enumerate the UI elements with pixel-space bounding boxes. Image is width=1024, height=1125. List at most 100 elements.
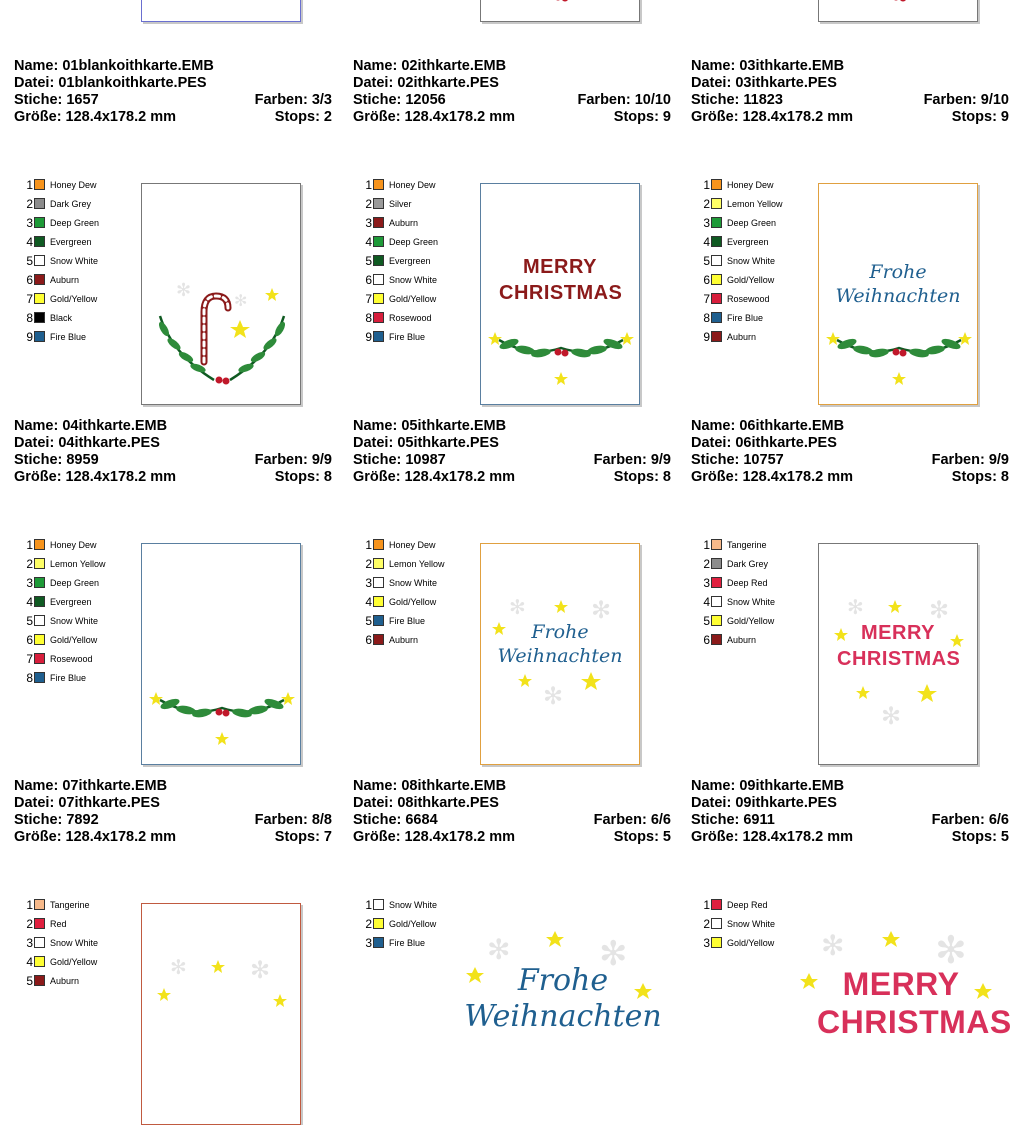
palette-item: 8 Rosewood xyxy=(359,308,479,327)
design-info-02: Name: 02ithkarte.EMB Datei: 02ithkarte.P… xyxy=(353,58,671,126)
design-size: Größe: 128.4x178.2 mm xyxy=(691,469,854,485)
palette-item: 2 Dark Grey xyxy=(20,194,140,213)
color-swatch xyxy=(711,274,722,285)
palette-item: 5 Auburn xyxy=(20,971,140,990)
design-size: Größe: 128.4x178.2 mm xyxy=(14,109,177,125)
color-swatch xyxy=(711,539,722,550)
palette-color-name: Dark Grey xyxy=(727,558,769,569)
color-swatch xyxy=(711,596,722,607)
color-swatch xyxy=(373,312,384,323)
palette-number: 7 xyxy=(26,291,33,306)
palette-color-name: Honey Dew xyxy=(727,179,774,190)
design-colors: Farben: 6/6 xyxy=(931,812,1009,828)
svg-text:✻: ✻ xyxy=(176,280,191,301)
palette-number: 3 xyxy=(703,935,710,950)
palette-item: 2 Dark Grey xyxy=(697,554,817,573)
design-stops: Stops: 8 xyxy=(613,469,671,485)
palette-color-name: Honey Dew xyxy=(50,539,97,550)
palette-item: 5 Evergreen xyxy=(359,251,479,270)
svg-text:✻: ✻ xyxy=(599,934,628,974)
palette-number: 5 xyxy=(365,253,372,268)
design-info-06: Name: 06ithkarte.EMB Datei: 06ithkarte.P… xyxy=(691,418,1009,486)
design-size: Größe: 128.4x178.2 mm xyxy=(353,469,516,485)
palette-item: 8 Black xyxy=(20,308,140,327)
color-swatch xyxy=(373,937,384,948)
color-swatch xyxy=(34,672,45,683)
color-swatch xyxy=(34,596,45,607)
palette-number: 3 xyxy=(365,215,372,230)
palette-color-name: Auburn xyxy=(727,634,757,645)
svg-text:✻: ✻ xyxy=(821,929,844,962)
color-swatch xyxy=(34,236,45,247)
palette-color-name: Rosewood xyxy=(389,312,432,323)
palette-item: 3 Auburn xyxy=(359,213,479,232)
card-preview-11: ✻ ✻ Frohe Weihnachten xyxy=(453,903,673,1125)
palette-item: 7 Rosewood xyxy=(20,649,140,668)
color-swatch xyxy=(34,217,45,228)
palette-number: 5 xyxy=(26,973,33,988)
palette-number: 8 xyxy=(365,310,372,325)
palette-item: 3 Deep Green xyxy=(20,213,140,232)
color-swatch xyxy=(373,179,384,190)
palette-color-name: Red xyxy=(50,918,67,929)
palette-number: 3 xyxy=(365,935,372,950)
palette-item: 6 Auburn xyxy=(697,630,817,649)
color-swatch xyxy=(373,255,384,266)
palette-item: 3 Snow White xyxy=(20,933,140,952)
palette-number: 7 xyxy=(703,291,710,306)
color-palette: 1 Tangerine 2 Red 3 Snow White 4 Gold/Yellow 5 Au… xyxy=(20,895,140,990)
design-file: Datei: 03ithkarte.PES xyxy=(691,75,837,91)
svg-text:✻: ✻ xyxy=(250,956,270,984)
svg-text:✻: ✻ xyxy=(929,596,949,624)
design-info-07: Name: 07ithkarte.EMB Datei: 07ithkarte.P… xyxy=(14,778,332,846)
palette-number: 4 xyxy=(26,954,33,969)
palette-item: 4 Gold/Yellow xyxy=(20,952,140,971)
palette-color-name: Evergreen xyxy=(389,255,431,266)
palette-color-name: Gold/Yellow xyxy=(389,293,437,304)
palette-number: 3 xyxy=(365,575,372,590)
color-swatch xyxy=(373,577,384,588)
color-swatch xyxy=(711,558,722,569)
color-swatch xyxy=(373,293,384,304)
palette-color-name: Snow White xyxy=(50,937,99,948)
palette-item: 5 Gold/Yellow xyxy=(697,611,817,630)
palette-color-name: Snow White xyxy=(727,918,776,929)
palette-item: 6 Gold/Yellow xyxy=(20,630,140,649)
design-stops: Stops: 9 xyxy=(951,109,1009,125)
palette-number: 1 xyxy=(365,537,372,552)
color-palette: 1 Snow White 2 Gold/Yellow 3 Fire Blue xyxy=(359,895,479,952)
color-swatch xyxy=(34,615,45,626)
color-swatch xyxy=(34,975,45,986)
color-palette: 1 Honey Dew 2 Silver 3 Auburn 4 Deep Green 5 Ever… xyxy=(359,175,479,346)
design-stitches: Stiche: 12056 xyxy=(353,92,446,108)
garland-icon xyxy=(488,332,634,385)
color-swatch xyxy=(34,331,45,342)
palette-color-name: Gold/Yellow xyxy=(50,634,98,645)
palette-color-name: Snow White xyxy=(727,596,776,607)
color-swatch xyxy=(34,577,45,588)
palette-number: 2 xyxy=(365,556,372,571)
palette-item: 3 Deep Red xyxy=(697,573,817,592)
palette-item: 2 Snow White xyxy=(697,914,817,933)
palette-item: 9 Auburn xyxy=(697,327,817,346)
design-file: Datei: 09ithkarte.PES xyxy=(691,795,837,811)
palette-color-name: Black xyxy=(50,312,73,323)
palette-number: 6 xyxy=(26,272,33,287)
color-swatch xyxy=(711,899,722,910)
design-colors: Farben: 8/8 xyxy=(254,812,332,828)
palette-number: 2 xyxy=(703,556,710,571)
design-colors: Farben: 9/9 xyxy=(931,452,1009,468)
palette-number: 1 xyxy=(26,177,33,192)
design-stops: Stops: 5 xyxy=(613,829,671,845)
palette-color-name: Fire Blue xyxy=(50,672,87,683)
card-preview-01 xyxy=(141,0,301,22)
card-preview-04: ✻ ✻ xyxy=(141,183,301,405)
card-preview-05: MERRY CHRISTMAS xyxy=(480,183,640,405)
color-swatch xyxy=(711,255,722,266)
design-stops: Stops: 2 xyxy=(274,109,332,125)
color-swatch xyxy=(373,558,384,569)
palette-item: 9 Fire Blue xyxy=(359,327,479,346)
palette-number: 6 xyxy=(703,272,710,287)
palette-number: 8 xyxy=(26,310,33,325)
color-palette: 1 Honey Dew 2 Dark Grey 3 Deep Green 4 Evergree… xyxy=(20,175,140,346)
